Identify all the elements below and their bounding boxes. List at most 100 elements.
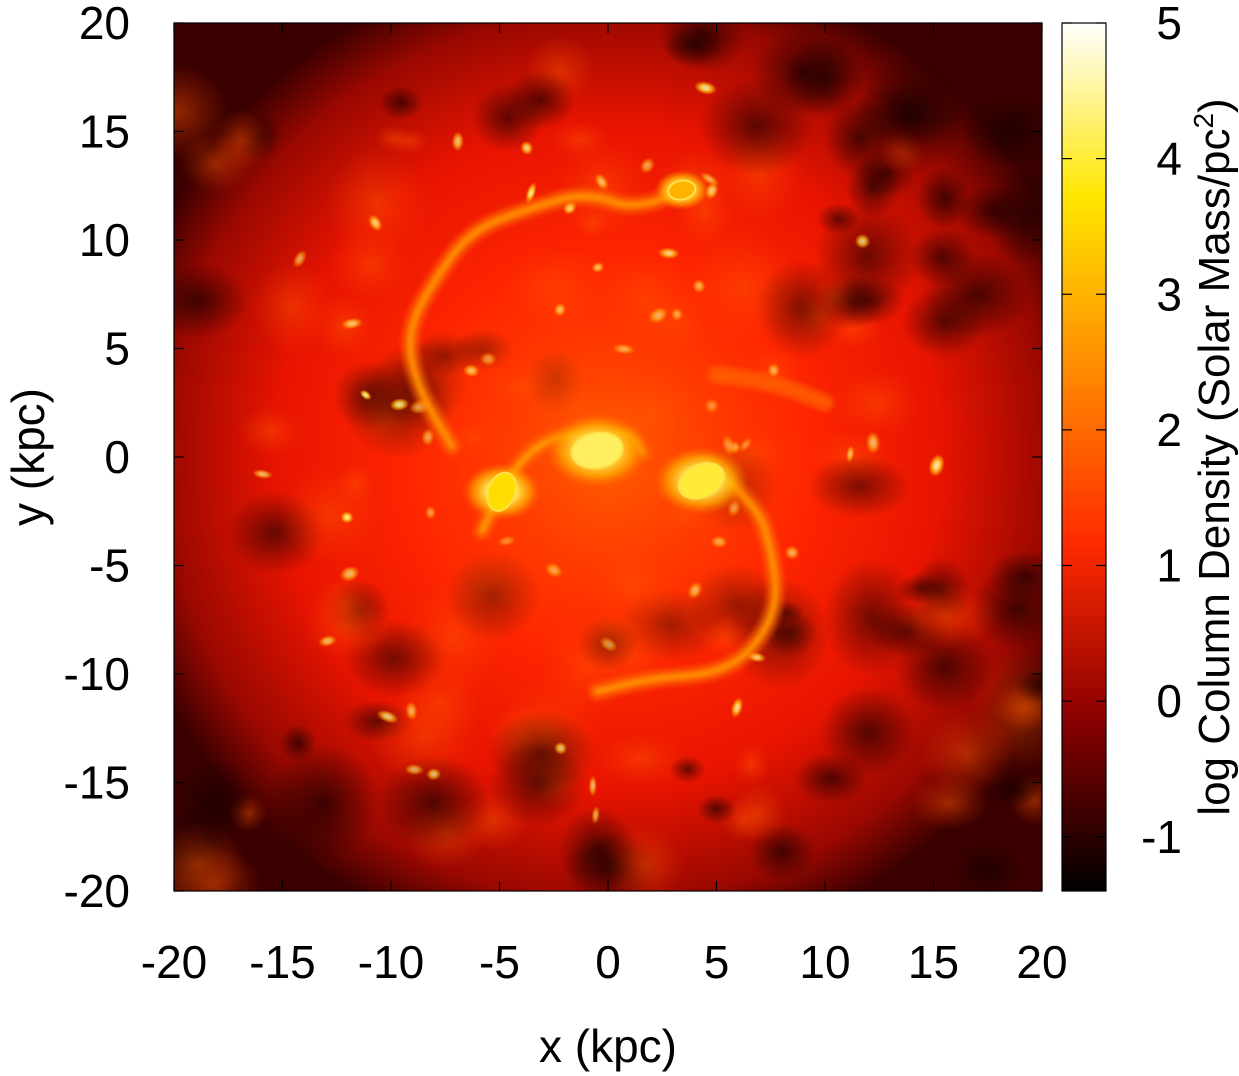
small-clump	[341, 317, 364, 330]
small-clump	[318, 635, 337, 647]
dark-clump	[266, 744, 380, 861]
colorbar-tick-label: -1	[1141, 811, 1182, 863]
y-tick-label: -5	[89, 540, 130, 592]
colorbar-label-superscript: 2	[1188, 113, 1219, 129]
colorbar-label-main: log Column Density (Solar Mass/pc	[1190, 129, 1239, 816]
bright-clump	[595, 730, 688, 788]
knot-2	[677, 462, 725, 500]
bright-clump	[550, 120, 609, 158]
y-tick-label: 5	[104, 323, 130, 375]
colorbar-tick-label: 0	[1156, 675, 1182, 727]
dark-clump	[962, 94, 1042, 168]
small-clump	[339, 565, 360, 582]
bright-clump	[573, 209, 611, 238]
x-axis-ticks: -20 -15 -10 -5 0 5 10 15 20	[141, 23, 1068, 988]
knot-1	[570, 431, 624, 470]
dark-clump	[174, 262, 249, 340]
dark-clump	[504, 70, 576, 130]
y-tick-label: 10	[79, 214, 130, 266]
dark-clump	[376, 755, 490, 850]
small-clump	[292, 249, 307, 268]
dark-clump	[822, 558, 923, 678]
bright-knots	[462, 170, 749, 521]
small-clump	[426, 767, 442, 781]
bright-clump	[892, 583, 1000, 649]
small-clump	[340, 511, 354, 524]
x-tick-label: -20	[141, 936, 207, 988]
dark-clump	[661, 25, 725, 66]
y-tick-label: -15	[64, 757, 130, 809]
small-clump	[845, 445, 855, 463]
spiral-arm-1	[406, 186, 686, 450]
y-tick-label: -20	[64, 865, 130, 917]
dark-clump	[783, 38, 866, 118]
small-clump	[693, 81, 718, 95]
small-clump	[928, 453, 945, 477]
x-axis-label: x (kpc)	[539, 1020, 677, 1072]
bright-clump	[919, 709, 1015, 797]
small-clump	[594, 173, 609, 191]
dark-clump	[378, 85, 423, 120]
dark-clump	[1015, 668, 1042, 703]
x-tick-label: 5	[704, 936, 730, 988]
dark-clump	[820, 687, 916, 778]
small-clump	[451, 131, 464, 152]
small-clump	[368, 214, 383, 232]
bright-clump	[336, 462, 377, 504]
small-clump	[525, 182, 537, 204]
colorbar-tick-label: 1	[1156, 540, 1182, 592]
x-tick-label: -10	[358, 936, 424, 988]
small-clump	[588, 775, 597, 797]
small-clump	[554, 741, 568, 755]
x-tick-label: 0	[595, 936, 621, 988]
colorbar-tick-label: 4	[1156, 133, 1182, 185]
dark-clump	[956, 183, 1031, 239]
colorbar-label: log Column Density (Solar Mass/pc2)	[1188, 98, 1239, 815]
dark-clump	[953, 841, 1023, 891]
bright-clump	[606, 822, 685, 891]
small-clump	[591, 805, 600, 825]
dark-clump	[818, 274, 886, 329]
bright-clump	[390, 128, 430, 155]
small-clump	[639, 157, 655, 174]
small-clump	[405, 701, 418, 721]
colorbar-tick-label: 2	[1156, 404, 1182, 456]
plot-area	[174, 23, 1042, 891]
dark-clump	[855, 57, 966, 175]
y-axis-ticks: -20 -15 -10 -5 0 5 10 15 20	[64, 0, 1042, 917]
dark-clump	[987, 550, 1042, 602]
x-tick-label: -15	[249, 936, 315, 988]
bright-clump	[238, 406, 304, 457]
dark-clump	[669, 755, 706, 784]
dark-clump	[807, 454, 911, 518]
dark-clump	[816, 202, 860, 235]
knot-3	[486, 471, 517, 512]
bright-clump	[302, 595, 392, 661]
dark-clump	[279, 723, 317, 763]
colorbar	[1061, 22, 1107, 892]
y-tick-label: 15	[79, 106, 130, 158]
colorbar-tick-label: 5	[1156, 0, 1182, 49]
small-clump	[359, 389, 372, 401]
bright-clump	[211, 109, 272, 171]
small-clump	[865, 431, 881, 455]
bright-clump	[174, 822, 247, 891]
small-clump	[520, 140, 534, 156]
small-clump	[854, 233, 871, 249]
y-axis-label: y (kpc)	[2, 388, 54, 526]
y-tick-label: -10	[64, 648, 130, 700]
dark-clump	[908, 228, 977, 287]
bright-clump	[833, 368, 920, 437]
knot-4	[667, 179, 697, 201]
small-clump	[252, 469, 273, 479]
dark-clump	[696, 794, 737, 824]
y-tick-label: 20	[79, 0, 130, 49]
bright-clump	[732, 742, 771, 786]
colorbar-label-close: )	[1190, 98, 1239, 113]
spiral-arm-3	[593, 460, 779, 695]
x-tick-label: -5	[479, 936, 520, 988]
dark-clump	[486, 711, 597, 793]
colorbar-ticks: -1 0 1 2 3 4 5	[1062, 0, 1182, 863]
x-tick-label: 20	[1016, 936, 1067, 988]
bright-clump	[731, 783, 788, 844]
